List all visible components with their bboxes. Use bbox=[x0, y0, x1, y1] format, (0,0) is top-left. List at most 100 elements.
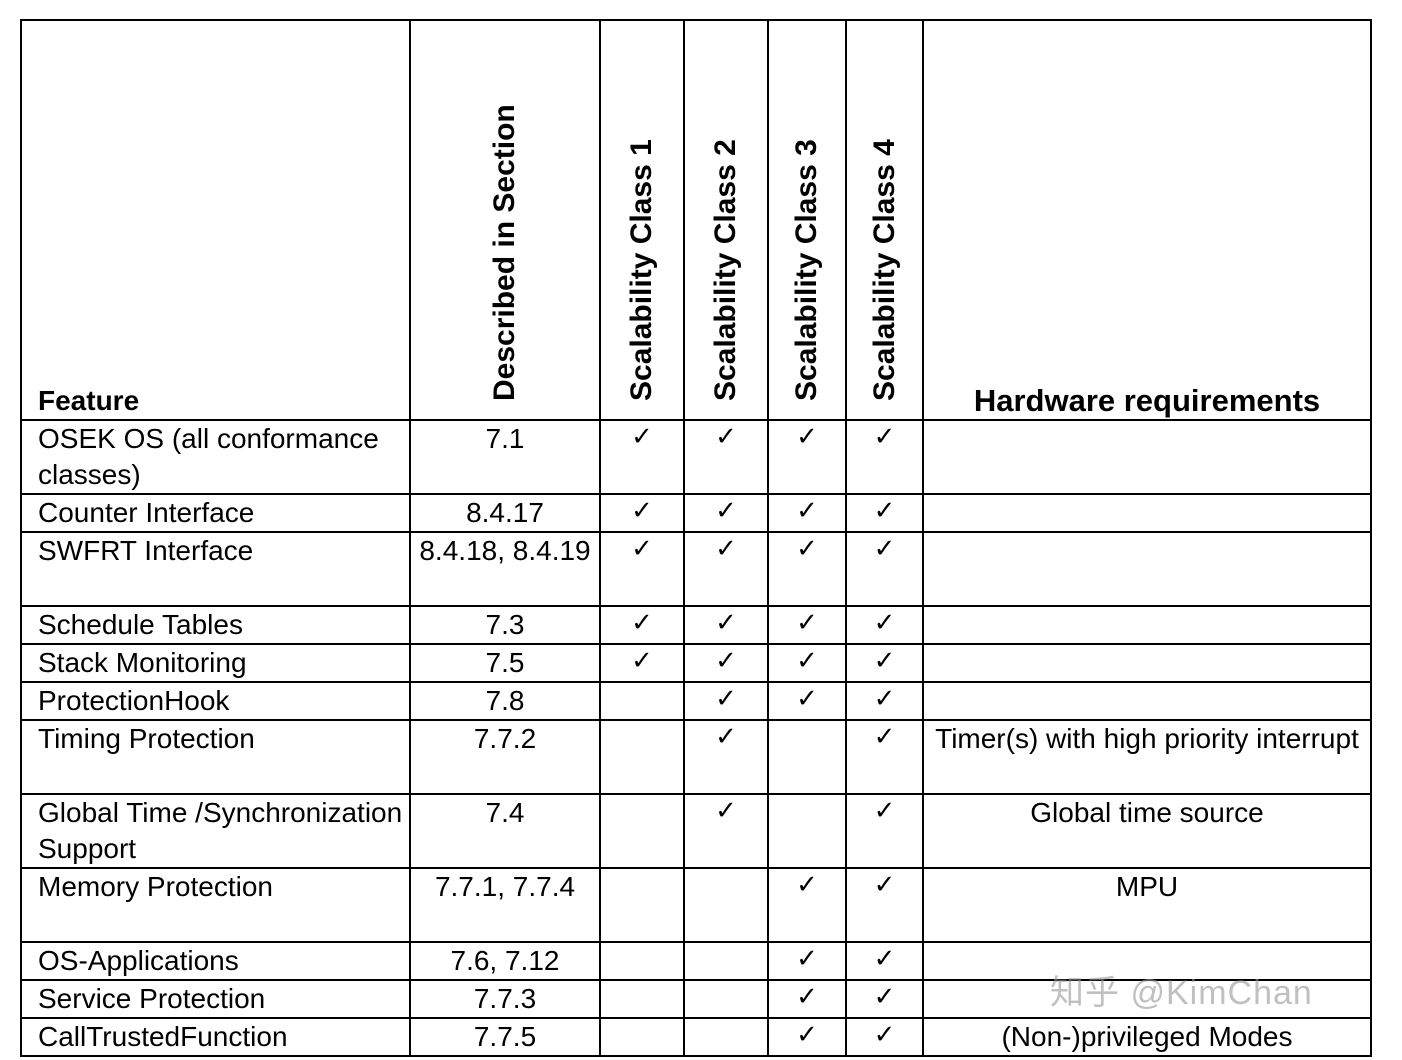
table-row: Schedule Tables 7.3 ✓ ✓ ✓ ✓ bbox=[20, 605, 1372, 645]
header-feature: Feature bbox=[20, 19, 411, 421]
check-icon: ✓ bbox=[873, 421, 896, 451]
sc3-cell bbox=[767, 719, 847, 795]
sc2-cell: ✓ bbox=[683, 793, 769, 869]
check-icon: ✓ bbox=[715, 683, 737, 713]
sc1-cell bbox=[599, 941, 685, 981]
check-icon: ✓ bbox=[873, 869, 896, 899]
sc1-cell: ✓ bbox=[599, 531, 685, 607]
feature-cell: OSEK OS (all conformance classes) bbox=[20, 419, 411, 495]
section-cell: 7.3 bbox=[409, 605, 601, 645]
hardware-cell bbox=[922, 941, 1372, 981]
sc4-cell: ✓ bbox=[845, 719, 924, 795]
check-icon: ✓ bbox=[796, 943, 818, 973]
sc1-cell bbox=[599, 1017, 685, 1057]
table-row: Memory Protection 7.7.1, 7.7.4 ✓ ✓ MPU bbox=[20, 867, 1372, 943]
hardware-cell bbox=[922, 531, 1372, 607]
header-sc2: Scalability Class 2 bbox=[683, 19, 769, 421]
sc3-cell: ✓ bbox=[767, 493, 847, 533]
sc1-cell: ✓ bbox=[599, 419, 685, 495]
sc1-cell bbox=[599, 719, 685, 795]
table-row: Timing Protection 7.7.2 ✓ ✓ Timer(s) with hi… bbox=[20, 719, 1372, 795]
check-icon: ✓ bbox=[715, 721, 737, 751]
check-icon: ✓ bbox=[715, 495, 737, 525]
hardware-cell bbox=[922, 643, 1372, 683]
hardware-cell: MPU bbox=[922, 867, 1372, 943]
sc2-cell: ✓ bbox=[683, 719, 769, 795]
feature-cell: SWFRT Interface bbox=[20, 531, 411, 607]
sc4-cell: ✓ bbox=[845, 493, 924, 533]
check-icon: ✓ bbox=[873, 943, 896, 973]
sc2-cell: ✓ bbox=[683, 493, 769, 533]
sc1-cell bbox=[599, 681, 685, 721]
section-cell: 7.1 bbox=[409, 419, 601, 495]
check-icon: ✓ bbox=[873, 721, 896, 751]
header-section-label: Described in Section bbox=[488, 104, 521, 401]
sc3-cell: ✓ bbox=[767, 419, 847, 495]
feature-cell: Counter Interface bbox=[20, 493, 411, 533]
hardware-cell bbox=[922, 681, 1372, 721]
feature-cell: Timing Protection bbox=[20, 719, 411, 795]
table-row: Service Protection 7.7.3 ✓ ✓ bbox=[20, 979, 1372, 1019]
header-sc3-label: Scalability Class 3 bbox=[790, 139, 823, 401]
sc3-cell: ✓ bbox=[767, 643, 847, 683]
hardware-cell: Global time source bbox=[922, 793, 1372, 869]
sc2-cell bbox=[683, 1017, 769, 1057]
section-cell: 7.6, 7.12 bbox=[409, 941, 601, 981]
check-icon: ✓ bbox=[796, 495, 818, 525]
check-icon: ✓ bbox=[796, 607, 818, 637]
check-icon: ✓ bbox=[873, 495, 896, 525]
table-row: OS-Applications 7.6, 7.12 ✓ ✓ bbox=[20, 941, 1372, 981]
sc4-cell: ✓ bbox=[845, 531, 924, 607]
sc1-cell bbox=[599, 979, 685, 1019]
sc1-cell: ✓ bbox=[599, 605, 685, 645]
check-icon: ✓ bbox=[631, 421, 653, 451]
check-icon: ✓ bbox=[873, 533, 896, 563]
sc1-cell bbox=[599, 793, 685, 869]
feature-cell: Stack Monitoring bbox=[20, 643, 411, 683]
feature-cell: Schedule Tables bbox=[20, 605, 411, 645]
check-icon: ✓ bbox=[873, 795, 896, 825]
section-cell: 7.7.5 bbox=[409, 1017, 601, 1057]
table-row: OSEK OS (all conformance classes) 7.1 ✓ ✓ ✓ ✓ bbox=[20, 419, 1372, 495]
sc2-cell bbox=[683, 867, 769, 943]
sc4-cell: ✓ bbox=[845, 941, 924, 981]
feature-cell: OS-Applications bbox=[20, 941, 411, 981]
feature-cell: Service Protection bbox=[20, 979, 411, 1019]
header-sc1-label: Scalability Class 1 bbox=[625, 139, 658, 401]
check-icon: ✓ bbox=[873, 683, 896, 713]
sc2-cell: ✓ bbox=[683, 605, 769, 645]
sc4-cell: ✓ bbox=[845, 979, 924, 1019]
check-icon: ✓ bbox=[796, 869, 818, 899]
check-icon: ✓ bbox=[715, 795, 737, 825]
sc1-cell: ✓ bbox=[599, 493, 685, 533]
check-icon: ✓ bbox=[715, 533, 737, 563]
feature-table: Feature Described in Section Scalability… bbox=[20, 19, 1372, 1057]
sc2-cell: ✓ bbox=[683, 419, 769, 495]
sc3-cell bbox=[767, 793, 847, 869]
header-sc1: Scalability Class 1 bbox=[599, 19, 685, 421]
sc4-cell: ✓ bbox=[845, 681, 924, 721]
sc3-cell: ✓ bbox=[767, 979, 847, 1019]
sc4-cell: ✓ bbox=[845, 867, 924, 943]
header-sc4-label: Scalability Class 4 bbox=[867, 139, 901, 401]
check-icon: ✓ bbox=[715, 421, 737, 451]
check-icon: ✓ bbox=[796, 683, 818, 713]
check-icon: ✓ bbox=[715, 645, 737, 675]
section-cell: 7.4 bbox=[409, 793, 601, 869]
check-icon: ✓ bbox=[873, 981, 896, 1011]
check-icon: ✓ bbox=[873, 645, 896, 675]
header-sc2-label: Scalability Class 2 bbox=[709, 139, 742, 401]
section-cell: 7.8 bbox=[409, 681, 601, 721]
section-cell: 7.7.2 bbox=[409, 719, 601, 795]
hardware-cell: (Non-)privileged Modes bbox=[922, 1017, 1372, 1057]
sc3-cell: ✓ bbox=[767, 1017, 847, 1057]
check-icon: ✓ bbox=[631, 495, 653, 525]
sc3-cell: ✓ bbox=[767, 605, 847, 645]
section-cell: 8.4.18, 8.4.19 bbox=[409, 531, 601, 607]
hardware-cell bbox=[922, 419, 1372, 495]
sc2-cell: ✓ bbox=[683, 643, 769, 683]
check-icon: ✓ bbox=[631, 533, 653, 563]
sc4-cell: ✓ bbox=[845, 1017, 924, 1057]
sc2-cell: ✓ bbox=[683, 531, 769, 607]
check-icon: ✓ bbox=[796, 533, 818, 563]
